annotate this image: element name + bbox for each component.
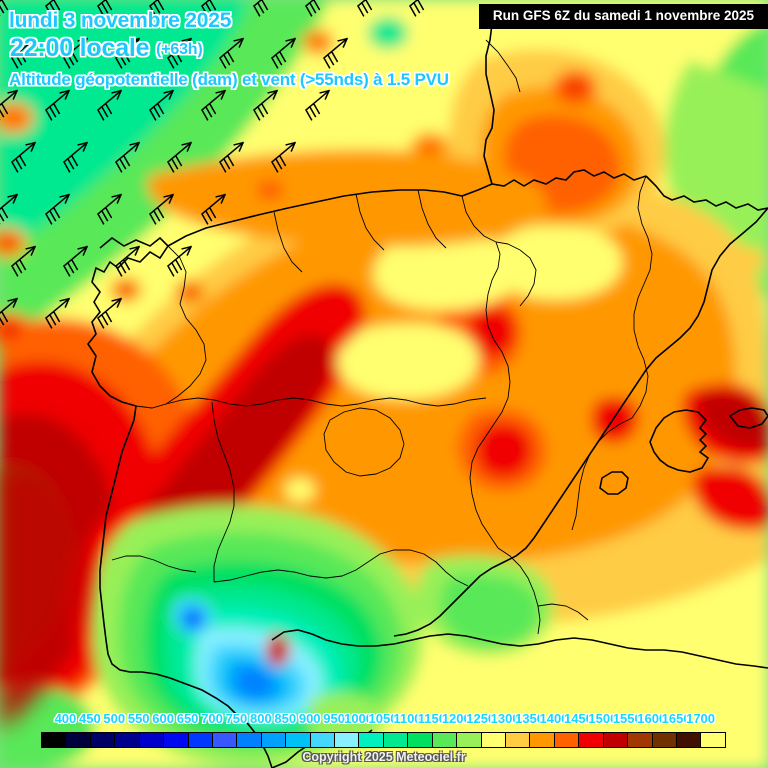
colorbar-swatch xyxy=(578,732,604,748)
colorbar-swatch xyxy=(285,732,311,748)
colorbar-tick: 1500 xyxy=(588,711,618,726)
colorbar-tick: 500 xyxy=(103,711,126,726)
colorbar-tick: 750 xyxy=(225,711,248,726)
forecast-date-label: lundi 3 novembre 2025 xyxy=(9,9,232,32)
colorbar-tick: 800 xyxy=(249,711,272,726)
colorbar-tick: 900 xyxy=(298,711,321,726)
colorbar-swatch xyxy=(700,732,726,748)
colorbar-swatch xyxy=(505,732,531,748)
colorbar-swatch xyxy=(529,732,555,748)
colorbar-tick: 1300 xyxy=(490,711,520,726)
colorbar-tick: 700 xyxy=(201,711,223,726)
colorbar-tick: 1700 xyxy=(686,711,716,726)
colorbar-tick: 550 xyxy=(127,711,150,726)
colorbar-swatch xyxy=(89,732,116,748)
colorbar-swatch xyxy=(407,732,433,748)
forecast-time-value: 22:00 locale xyxy=(10,34,150,62)
colorbar-swatch xyxy=(553,732,580,748)
colorbar-tick: 1200 xyxy=(441,711,471,726)
colorbar-tick: 1250 xyxy=(466,711,496,726)
model-run-banner: Run GFS 6Z du samedi 1 novembre 2025 xyxy=(478,4,768,29)
colorbar-tick: 1350 xyxy=(515,711,545,726)
colorbar-tick: 1400 xyxy=(539,711,569,726)
colorbar-tick: 600 xyxy=(152,711,174,726)
colorbar-swatch xyxy=(358,732,384,748)
colorbar-tick-labels: 400 450 500 550 600 650 700 750 800 850 900 950 1000… xyxy=(0,711,768,731)
colorbar-tick: 1450 xyxy=(563,711,593,726)
colorbar-swatch xyxy=(41,732,67,748)
parameter-label: Altitude géopotentielle (dam) et vent (>… xyxy=(9,70,449,89)
colorbar-tick: 1650 xyxy=(661,711,691,726)
colorbar-swatch xyxy=(138,732,165,748)
colorbar xyxy=(41,732,726,748)
colorbar-tick: 400 xyxy=(54,711,77,726)
colorbar-tick: 1600 xyxy=(637,711,667,726)
colorbar-tick: 650 xyxy=(176,711,199,726)
colorbar-swatch xyxy=(334,732,360,748)
colorbar-tick: 1150 xyxy=(417,711,446,726)
colorbar-swatch xyxy=(236,732,262,748)
colorbar-tick: 450 xyxy=(78,711,101,726)
colorbar-swatch xyxy=(211,732,238,748)
colorbar-tick: 1000 xyxy=(344,711,374,726)
colorbar-tick: 1550 xyxy=(612,711,642,726)
colorbar-swatch xyxy=(480,732,507,748)
forecast-offset-value: (+63h) xyxy=(156,41,203,58)
colorbar-swatch xyxy=(382,732,409,748)
colorbar-swatch xyxy=(309,732,336,748)
model-run-label: Run GFS 6Z du samedi 1 novembre 2025 xyxy=(492,8,754,23)
colorbar-swatch xyxy=(651,732,677,748)
colorbar-tick: 950 xyxy=(323,711,345,726)
colorbar-tick: 1050 xyxy=(368,711,398,726)
colorbar-swatch xyxy=(65,732,91,748)
colorbar-swatch xyxy=(602,732,629,748)
colorbar-tick: 850 xyxy=(274,711,297,726)
colorbar-tick: 1100 xyxy=(393,711,422,726)
colorbar-swatch xyxy=(114,732,140,748)
colorbar-swatch xyxy=(675,732,702,748)
colorbar-swatch xyxy=(260,732,287,748)
forecast-time-label: 22:00 locale (+63h) xyxy=(10,34,203,63)
colorbar-swatch xyxy=(627,732,653,748)
colorbar-swatch xyxy=(456,732,482,748)
colorbar-swatch xyxy=(431,732,458,748)
colorbar-swatch xyxy=(187,732,213,748)
colorbar-swatch xyxy=(163,732,189,748)
